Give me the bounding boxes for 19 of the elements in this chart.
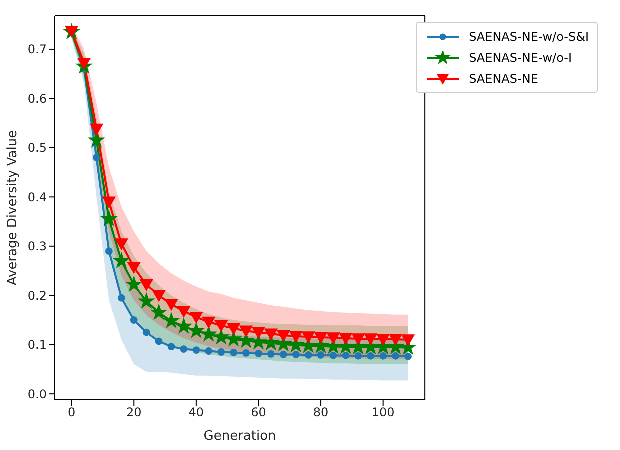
y-axis-title: Average Diversity Value (6, 130, 21, 286)
y-tick-label: 0.3 (28, 240, 47, 254)
x-tick-label: 60 (251, 406, 266, 420)
legend-label: SAENAS-NE (469, 72, 538, 86)
y-tick-label: 0.1 (28, 338, 47, 352)
x-axis-title: Generation (204, 429, 276, 444)
legend-label: SAENAS-NE-w/o-S&I (469, 30, 589, 44)
x-tick-label: 100 (372, 406, 395, 420)
x-tick-label: 20 (126, 406, 142, 420)
y-tick-label: 0.2 (28, 288, 47, 303)
y-tick-label: 0.4 (28, 190, 47, 204)
y-tick-label: 0.6 (28, 92, 47, 106)
x-tick-label: 0 (68, 406, 76, 420)
legend-label: SAENAS-NE-w/o-I (469, 50, 572, 64)
y-tick-label: 0.0 (28, 387, 47, 402)
y-tick-label: 0.7 (28, 42, 47, 57)
x-tick-label: 40 (188, 406, 204, 420)
x-tick-label: 80 (313, 406, 329, 420)
y-tick-label: 0.5 (28, 141, 47, 156)
